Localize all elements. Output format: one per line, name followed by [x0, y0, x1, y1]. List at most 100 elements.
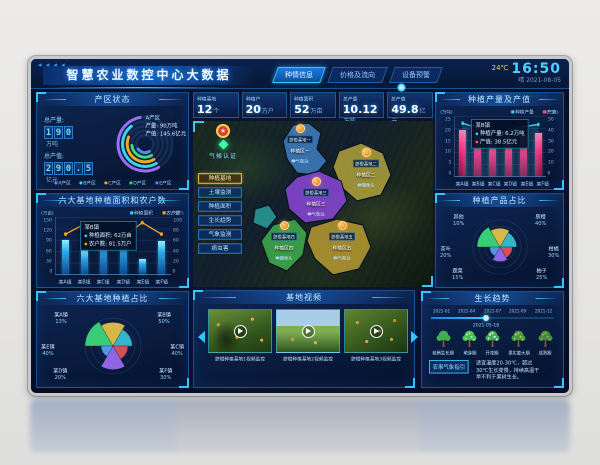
- kpi-label: 种植面积: [294, 96, 314, 103]
- axis-label: 某D镇: [116, 279, 130, 286]
- axis-tick: 0: [547, 170, 551, 177]
- nav-tabs: 种情信息 价格及流向 设备预警: [272, 67, 443, 83]
- video-card[interactable]: 脐橙种植基地1视频监控: [208, 309, 272, 364]
- map-marker-block[interactable]: 脐橙基地二 种植区二 摄像头: [343, 148, 389, 189]
- panel-title: 六大基地种植占比: [37, 292, 188, 305]
- growth-stage: 萌芽期: [458, 329, 481, 357]
- pie-label: 脐橙 40%: [534, 214, 546, 227]
- axis-tick: 100: [173, 217, 183, 224]
- base-label: 脐橙基地五: [329, 232, 355, 241]
- radial-arc-chart: [113, 108, 185, 178]
- map-regions: [252, 122, 392, 276]
- fruit-marker-icon[interactable]: [295, 124, 305, 133]
- page-title-banner: 智慧农业数控中心大数据: [43, 66, 255, 88]
- x-axis: 某A镇 某B镇 某C镇 某D镇 某E镇 某F镇: [55, 276, 171, 287]
- legend-item: 农户数: [162, 209, 180, 216]
- axis-label: 某D镇: [504, 181, 518, 188]
- map-region-center[interactable]: [284, 170, 348, 224]
- dashboard: ◂ ◂ ◂ ◂ 智慧农业数控中心大数据 种情信息 价格及流向 设备预警 24℃ 16:…: [31, 59, 569, 393]
- nav-tab[interactable]: 种情信息: [272, 67, 326, 83]
- nav-tab[interactable]: 价格及流向: [327, 67, 388, 83]
- map-region-southwest[interactable]: [260, 218, 308, 272]
- device-tag: 气象站: [291, 157, 308, 164]
- timeline-slider[interactable]: 2021-05-18: [431, 315, 554, 328]
- video-thumbnail[interactable]: [344, 309, 408, 353]
- growth-stage: 枝梢生长期: [428, 329, 458, 357]
- base-label: 脐橙基地四: [271, 232, 297, 241]
- axis-tick: 60: [172, 238, 179, 244]
- digit-box: 0: [64, 126, 73, 139]
- fruit-marker-icon[interactable]: [337, 221, 347, 230]
- timeline-tick: 2021-12: [534, 309, 552, 314]
- monitor-frame: ◂ ◂ ◂ ◂ 智慧农业数控中心大数据 种情信息 价格及流向 设备预警 24℃ 16:…: [28, 56, 572, 396]
- map-region-west-small[interactable]: [252, 204, 278, 230]
- y-axis-left: 25 20 15 10 5 0: [437, 116, 452, 177]
- slider-handle[interactable]: [483, 315, 490, 321]
- map-menu-item[interactable]: 土壤监测: [198, 187, 242, 198]
- fruit-marker-icon[interactable]: [361, 148, 371, 157]
- axis-tick: 90: [46, 238, 53, 244]
- y-axis-title-right: (万户): [171, 210, 184, 216]
- map-marker-block[interactable]: 脐橙基地五 种植区五 气象站: [319, 221, 365, 262]
- map-region-southeast[interactable]: [306, 218, 372, 276]
- video-thumbnail[interactable]: [208, 309, 272, 353]
- axis-tick: 15: [445, 138, 452, 144]
- carousel-prev-button[interactable]: [198, 330, 205, 343]
- timeline-tick: 2021-04: [458, 309, 476, 314]
- axis-tick: 25: [445, 116, 452, 123]
- axis-label: 某F镇: [536, 181, 549, 188]
- axis-label: 某B镇: [77, 279, 91, 286]
- rose-pie-chart: 脐橙 40% 柑橘 30% 柚子 25% 蔬菜 15% 茶叶 20% 其他 10%: [436, 207, 563, 287]
- play-button-icon[interactable]: [369, 324, 383, 338]
- map-menu-item[interactable]: 种植面积: [198, 201, 242, 212]
- video-card[interactable]: 脐橙种植基地2视频监控: [276, 309, 340, 364]
- map-menu-item[interactable]: 病虫害: [198, 243, 242, 254]
- clock-widget: 24℃ 16:50 晴 2021-08-05: [491, 61, 561, 85]
- chart-legend: 种植产量 产值: [508, 107, 558, 116]
- kpi-value: 12: [197, 103, 213, 116]
- axis-tick: 20: [547, 149, 554, 155]
- map-marker-block[interactable]: 脐橙基地三 种植区三 气象站: [293, 177, 339, 218]
- map-menu-item[interactable]: 生长趋势: [198, 215, 242, 226]
- camera-icon: [307, 212, 313, 215]
- play-button-icon[interactable]: [301, 324, 315, 338]
- plot-area: 某B镇 种植面积: 62万亩 农户数: 81.5万户: [55, 217, 171, 275]
- device-tag: 气象站: [333, 254, 350, 261]
- map-marker-block[interactable]: 脐橙基地一 种植区一 气象站: [277, 124, 323, 165]
- video-card[interactable]: 脐橙种植基地3视频监控: [344, 309, 408, 364]
- fruit-marker-icon[interactable]: [279, 221, 289, 230]
- map-region-northeast[interactable]: [332, 142, 392, 202]
- map-menu-item[interactable]: 种植基地: [198, 173, 242, 184]
- kpi-label: 种植户: [245, 96, 261, 103]
- pie-label: 茶叶 20%: [440, 246, 452, 259]
- legend: A产区 B产区 C产区 D产区 E产区: [37, 178, 188, 187]
- video-thumbnail[interactable]: [276, 309, 340, 353]
- video-caption: 脐橙种植基地2视频监控: [283, 356, 333, 363]
- carousel-next-button[interactable]: [411, 330, 418, 343]
- tree-icon: [485, 330, 500, 347]
- page-title: 智慧农业数控中心大数据: [66, 68, 232, 82]
- axis-tick: 0: [448, 170, 452, 177]
- advice-row: 农事气象指引 适宜温度20-30℃，超过30℃生长变慢，持续高温干旱不利于果树生…: [429, 360, 556, 386]
- growth-stage: 成熟期: [534, 329, 557, 357]
- pie-label: 某F镇 30%: [158, 368, 172, 381]
- axis-label: 某A镇: [58, 279, 72, 286]
- chart-legend: 种植面积 农户数: [127, 208, 183, 217]
- map-marker-block[interactable]: 脐橙基地四 种植区四 摄像头: [261, 221, 307, 262]
- panel-title: 种植产量及产值: [436, 93, 563, 106]
- advice-button[interactable]: 农事气象指引: [429, 360, 469, 374]
- nav-tab[interactable]: 设备预警: [389, 67, 443, 83]
- y-axis-title-left: (万亩): [41, 210, 54, 216]
- bar: [138, 258, 146, 274]
- digit-box: 1: [44, 126, 53, 139]
- legend-item: 产值: [542, 108, 556, 115]
- bar: [62, 239, 70, 274]
- map-menu-item[interactable]: 气象监测: [198, 229, 242, 240]
- fruit-marker-icon[interactable]: [311, 177, 321, 186]
- temperature: 24℃: [491, 64, 509, 72]
- map-layer-menu: 种植基地土壤监测种植面积生长趋势气象监测病虫害: [197, 173, 243, 254]
- panel-title: 种植产品占比: [436, 194, 563, 207]
- device-tag: 摄像头: [357, 181, 374, 188]
- kpi-value: 20: [245, 103, 261, 116]
- play-button-icon[interactable]: [233, 324, 247, 338]
